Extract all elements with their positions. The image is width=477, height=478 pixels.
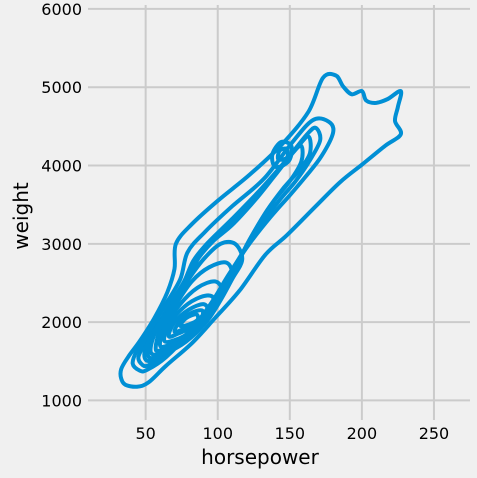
- grid-lines: [88, 5, 470, 420]
- x-axis-label: horsepower: [201, 445, 319, 469]
- contour-line-9: [162, 293, 217, 344]
- x-tick-label: 50: [135, 424, 155, 443]
- contour-line-11: [172, 308, 206, 334]
- contour-line-13: [270, 139, 294, 170]
- y-tick-label: 3000: [41, 235, 82, 254]
- contour-line-7: [153, 260, 235, 354]
- y-tick-label: 6000: [41, 0, 82, 19]
- x-tick-label: 250: [419, 424, 450, 443]
- y-axis-label: weight: [9, 182, 33, 250]
- x-tick-label: 200: [347, 424, 378, 443]
- contour-line-1: [118, 71, 404, 389]
- x-tick-label: 100: [202, 424, 233, 443]
- contour-line-12: [178, 312, 201, 329]
- contour-line-10: [166, 302, 210, 339]
- contour-line-14: [275, 146, 290, 162]
- contour-line-8: [157, 279, 225, 349]
- y-tick-label: 4000: [41, 157, 82, 176]
- y-tick-label: 5000: [41, 78, 82, 97]
- contour-group: [118, 71, 404, 389]
- tick-labels: 50 100 150 200 250 1000 2000 3000 4000 5000 6000: [41, 0, 449, 443]
- x-tick-label: 150: [275, 424, 306, 443]
- y-tick-label: 2000: [41, 313, 82, 332]
- y-tick-label: 1000: [41, 391, 82, 410]
